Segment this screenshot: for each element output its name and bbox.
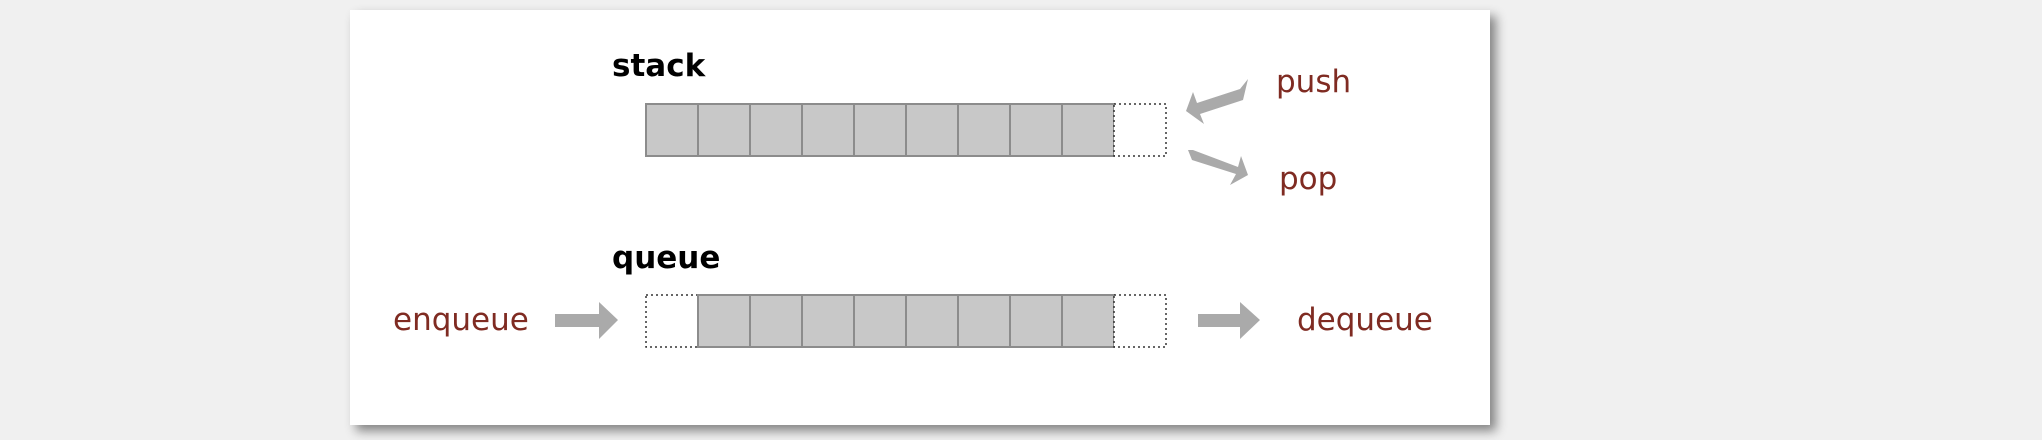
stack-queue-diagram: stack push pop queue enqueue dequeue (393, 48, 1433, 348)
queue-filled-cell (905, 294, 959, 348)
queue-empty-cell (1113, 294, 1167, 348)
dequeue-arrow (1198, 302, 1260, 339)
queue-title: queue (612, 240, 720, 276)
stack-filled-cell (1009, 103, 1063, 157)
queue-filled-cell (957, 294, 1011, 348)
stack-filled-cell (905, 103, 959, 157)
diagram-slide: stack push pop queue enqueue dequeue (350, 10, 1490, 425)
queue-array (645, 294, 1167, 348)
queue-filled-cell (1061, 294, 1115, 348)
enquque-arrow (555, 302, 618, 339)
push-arrow (1186, 79, 1248, 124)
pop-arrow (1188, 150, 1248, 185)
stack-filled-cell (801, 103, 855, 157)
enqueue-label: enqueue (393, 302, 529, 338)
stack-filled-cell (749, 103, 803, 157)
stack-filled-cell (853, 103, 907, 157)
dequeue-label: dequeue (1297, 302, 1433, 338)
pop-label: pop (1279, 161, 1337, 197)
stack-empty-cell (1113, 103, 1167, 157)
stack-array (645, 103, 1167, 157)
stack-filled-cell (697, 103, 751, 157)
queue-section: queue enqueue dequeue (393, 240, 1433, 348)
queue-filled-cell (801, 294, 855, 348)
queue-filled-cell (1009, 294, 1063, 348)
queue-filled-cell (853, 294, 907, 348)
stack-title: stack (612, 48, 707, 84)
stack-section: stack push pop (612, 48, 1351, 197)
stack-filled-cell (645, 103, 699, 157)
stack-filled-cell (1061, 103, 1115, 157)
queue-filled-cell (749, 294, 803, 348)
queue-filled-cell (697, 294, 751, 348)
stack-filled-cell (957, 103, 1011, 157)
queue-empty-cell (645, 294, 699, 348)
push-label: push (1276, 64, 1351, 100)
